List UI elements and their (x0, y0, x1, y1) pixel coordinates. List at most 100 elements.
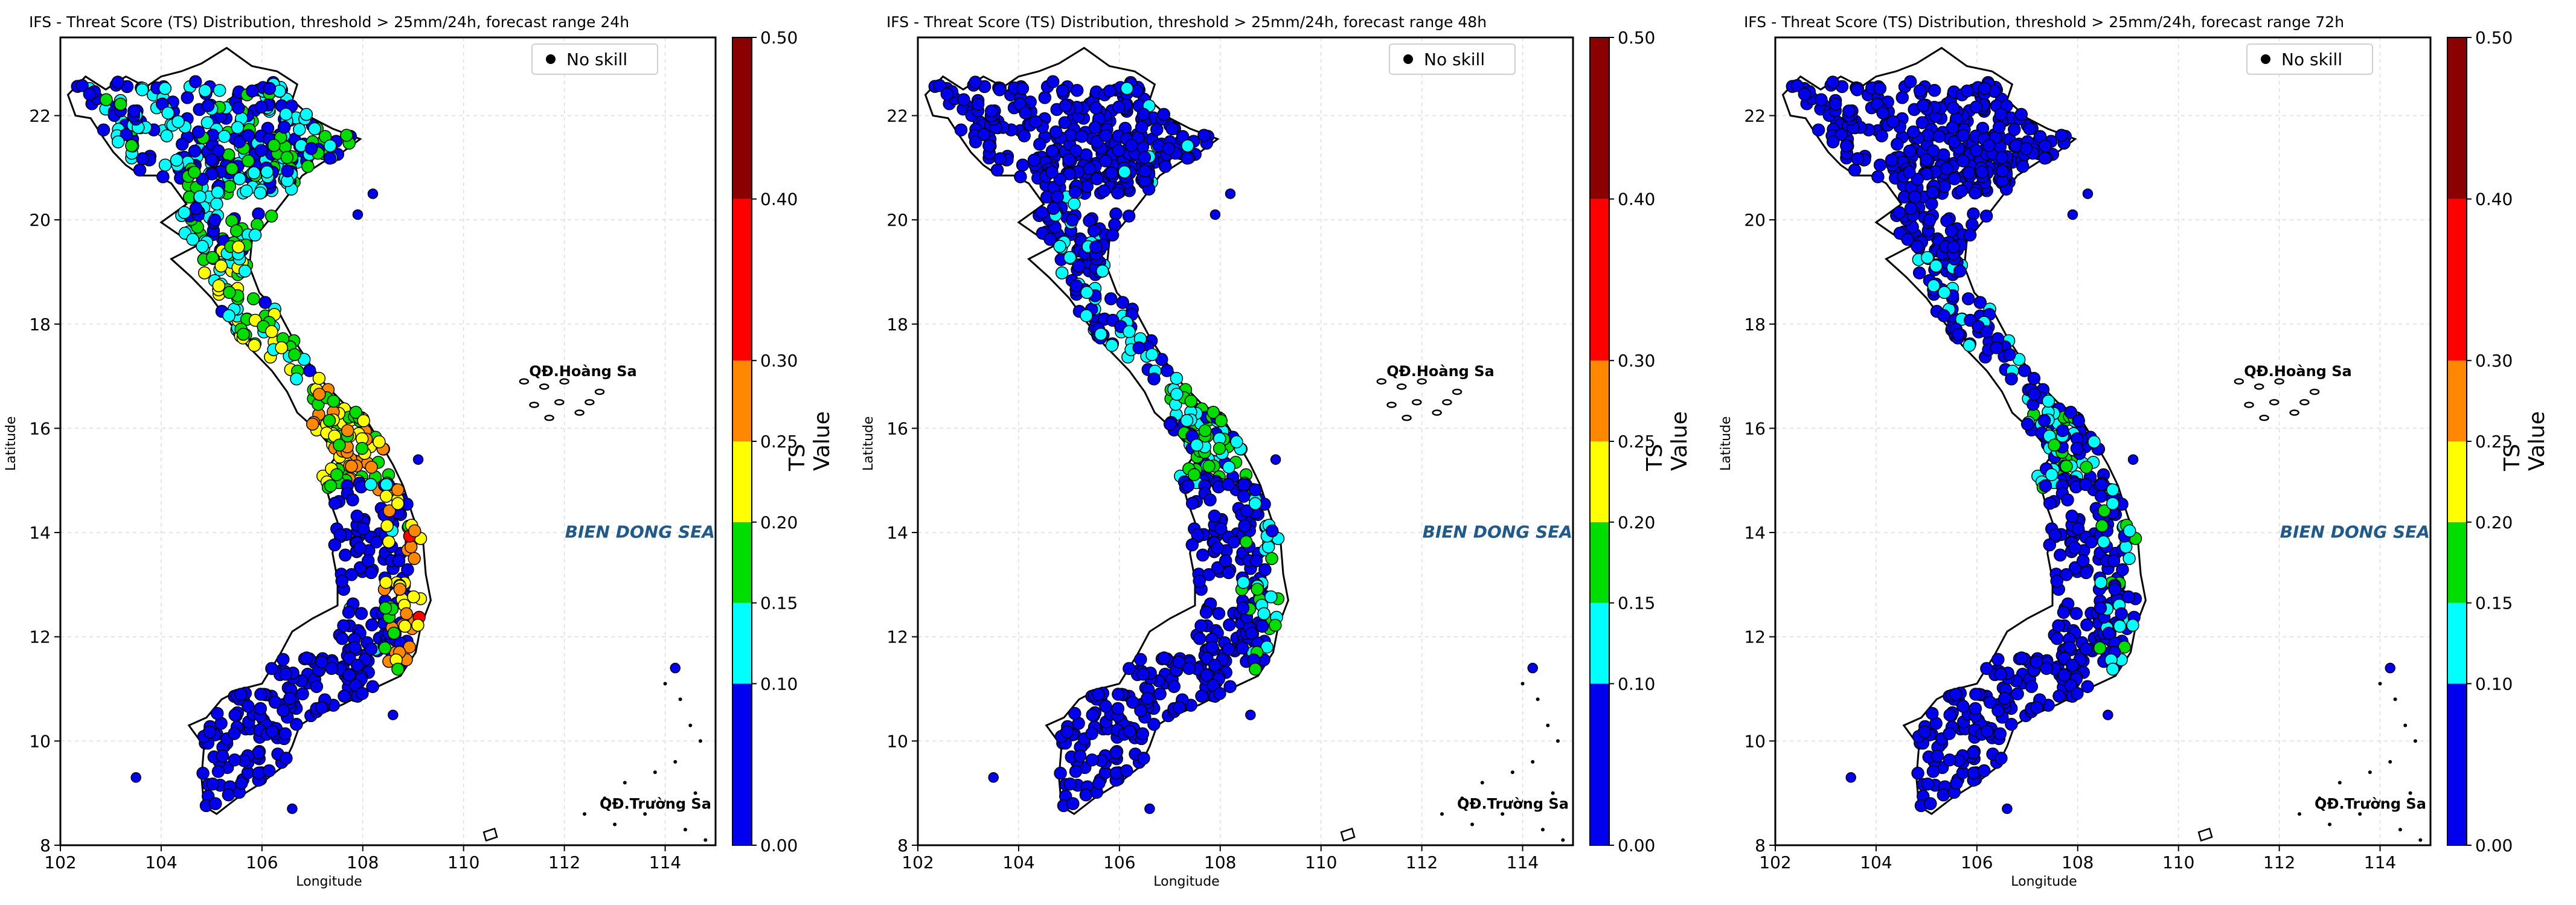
paracel-label: QĐ.Hoàng Sa (529, 363, 637, 380)
station-marker (2028, 388, 2041, 401)
station-marker (1116, 296, 1129, 309)
station-marker (1222, 566, 1235, 580)
colorbar-segment (732, 199, 752, 361)
colorbar-tick-label: 0.50 (2475, 28, 2513, 48)
station-marker (1923, 213, 1937, 227)
station-marker (1926, 185, 1940, 199)
station-marker (1092, 688, 1105, 701)
station-marker (75, 79, 89, 92)
spratly-island (1460, 796, 1464, 801)
spratly-island (1470, 822, 1475, 827)
paracel-island (2299, 399, 2310, 406)
station-marker (1258, 563, 1272, 577)
station-marker (380, 478, 393, 491)
station-marker (158, 82, 172, 95)
station-marker (1223, 680, 1237, 693)
station-marker (1182, 662, 1196, 675)
spratly-island (643, 812, 647, 816)
station-marker (1092, 776, 1106, 790)
station-marker (245, 84, 259, 98)
station-marker (378, 641, 392, 655)
station-marker (278, 727, 292, 741)
station-marker (2027, 371, 2041, 385)
station-marker (328, 538, 342, 552)
station-marker (232, 172, 246, 185)
station-marker (206, 777, 219, 791)
spratly-island (698, 739, 702, 743)
x-tick-label: 112 (2263, 852, 2295, 872)
station-marker (1956, 129, 1970, 142)
spratly-island (663, 682, 667, 686)
station-marker (197, 266, 211, 280)
spratly-island (678, 697, 682, 702)
station-marker (330, 468, 344, 481)
station-marker (301, 159, 315, 173)
station-marker (263, 82, 277, 95)
station-marker (1990, 341, 2003, 354)
station-marker (1211, 541, 1224, 555)
station-marker (2113, 619, 2127, 633)
station-marker (1180, 414, 1194, 427)
station-marker (210, 197, 223, 211)
station-marker (2093, 641, 2107, 655)
station-marker (1982, 139, 1996, 152)
y-tick-label: 12 (1744, 627, 1766, 647)
station-marker (1962, 166, 1976, 180)
station-marker (1045, 165, 1059, 179)
colorbar-segment (1590, 522, 1609, 603)
station-marker (133, 163, 147, 177)
station-marker (127, 104, 141, 118)
station-marker (1230, 435, 1243, 449)
paracel-island (2244, 401, 2254, 408)
station-marker (2070, 441, 2084, 455)
station-marker (1904, 202, 1918, 215)
station-marker (1019, 106, 1032, 120)
station-marker (356, 686, 369, 700)
station-marker (2060, 459, 2073, 473)
spratly-island (1531, 759, 1535, 764)
station-marker (1851, 152, 1864, 165)
station-marker (1947, 101, 1960, 115)
station-marker (280, 752, 293, 765)
station-marker (228, 727, 241, 740)
map-panel-24h: IFS - Threat Score (TS) Distribution, th… (0, 0, 857, 905)
station-marker (1975, 165, 1988, 179)
station-marker (1992, 120, 2006, 134)
station-marker (232, 135, 246, 149)
station-marker (1873, 82, 1887, 95)
station-marker (1871, 170, 1885, 184)
station-marker (1983, 696, 1997, 709)
paracel-island (594, 388, 605, 395)
y-tick-label: 20 (29, 210, 51, 230)
y-axis-label: Latitude (861, 416, 876, 471)
station-marker (277, 120, 291, 134)
station-marker (1069, 144, 1083, 158)
station-marker (2038, 152, 2051, 165)
y-axis-label: Latitude (1719, 416, 1734, 471)
station-marker (290, 717, 303, 731)
station-marker (982, 139, 996, 153)
station-marker (2126, 618, 2139, 632)
x-tick-label: 112 (548, 852, 580, 872)
station-marker (322, 414, 336, 427)
station-marker (1045, 144, 1059, 158)
station-marker (2071, 686, 2084, 700)
station-marker (97, 123, 111, 136)
station-marker (1264, 590, 1278, 604)
station-marker (1969, 688, 1982, 701)
station-marker (1886, 115, 1900, 129)
station-marker (234, 688, 248, 701)
paracel-island (1376, 378, 1387, 385)
station-marker (1106, 228, 1120, 242)
x-tick-label: 102 (902, 852, 934, 872)
y-tick-label: 8 (40, 836, 51, 855)
station-marker (2095, 519, 2109, 532)
station-marker (400, 607, 413, 621)
station-marker (1200, 668, 1213, 682)
station-marker (1920, 153, 1933, 167)
paracel-island (1442, 399, 1452, 406)
y-tick-label: 14 (886, 523, 908, 543)
station-marker (1075, 130, 1089, 143)
station-marker (342, 606, 356, 619)
station-marker (111, 135, 125, 149)
